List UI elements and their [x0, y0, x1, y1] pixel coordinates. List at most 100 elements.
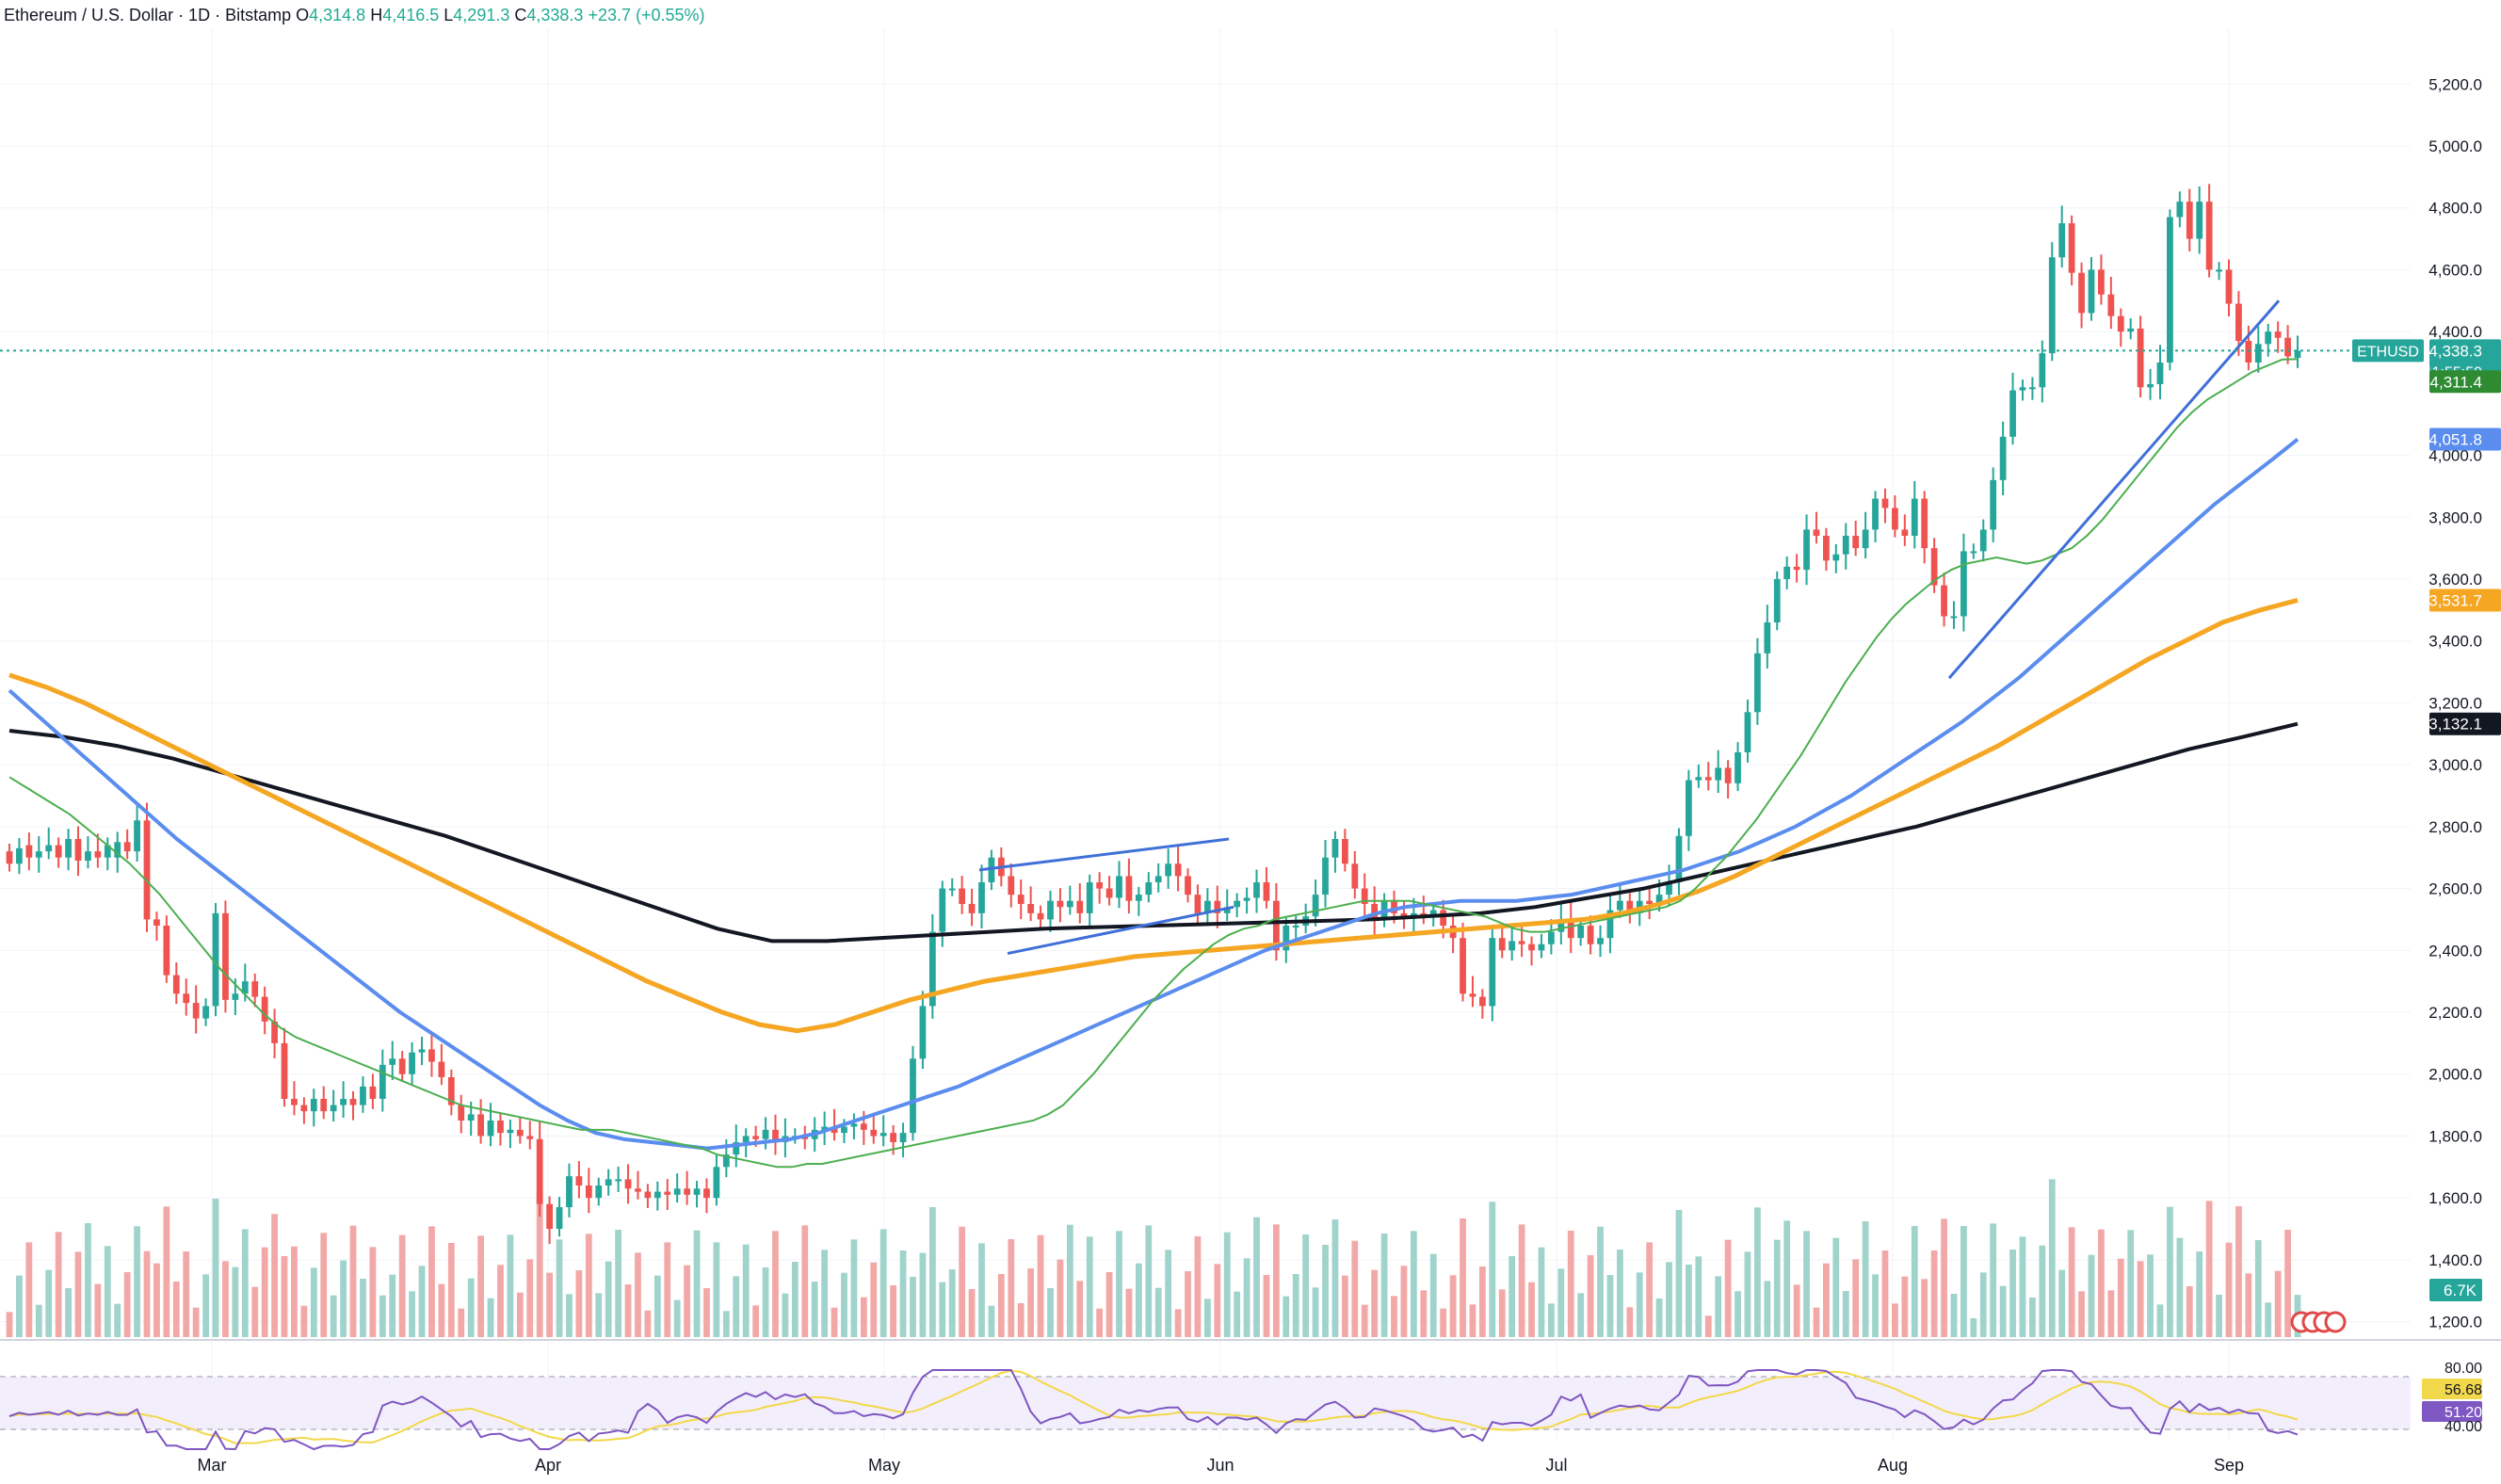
volume-bar: [1243, 1258, 1250, 1337]
candle-body: [860, 1123, 867, 1130]
volume-bar: [379, 1295, 386, 1337]
candle-body: [2265, 331, 2272, 345]
candle-body: [1292, 926, 1299, 928]
candle-body: [2235, 303, 2242, 341]
candle-body: [2127, 328, 2135, 332]
ma-20-line: [8, 358, 2299, 1169]
candle-body: [163, 926, 170, 976]
candle-body: [1881, 498, 1889, 508]
candle-body: [1960, 551, 1967, 617]
y-tick-label: 1,200.0: [2428, 1314, 2482, 1331]
volume-bar: [1135, 1263, 1142, 1337]
volume-bar: [330, 1295, 337, 1337]
volume-bar: [673, 1299, 681, 1337]
rsi-tag: [2422, 1401, 2482, 1422]
candle-body: [261, 996, 268, 1022]
price-tag: [2429, 370, 2501, 394]
candle-body: [2078, 272, 2085, 314]
volume-bar: [360, 1279, 366, 1337]
candle-body: [1341, 839, 1348, 864]
candle-body: [1440, 910, 1447, 926]
candle-body: [2039, 353, 2046, 388]
volume-bar: [713, 1242, 720, 1337]
volume-bar: [300, 1305, 308, 1337]
volume-bar: [104, 1246, 111, 1337]
candle-body: [1185, 876, 1191, 895]
volume-bar: [635, 1252, 641, 1337]
volume-bar: [1823, 1263, 1830, 1337]
ma-200-line: [8, 721, 2299, 944]
volume-bar: [1312, 1287, 1319, 1337]
volume-bar: [2029, 1298, 2036, 1337]
candle-body: [1509, 941, 1516, 951]
volume-bar: [123, 1272, 131, 1337]
volume-bar: [2117, 1258, 2124, 1337]
volume-bar: [398, 1234, 406, 1337]
candle-body: [1272, 900, 1280, 951]
volume-bar: [1852, 1259, 1860, 1337]
candle-body: [566, 1176, 573, 1207]
x-tick-label: Apr: [535, 1456, 561, 1475]
volume-bar: [418, 1266, 426, 1337]
x-tick-label: Aug: [1878, 1456, 1908, 1475]
volume-bar: [271, 1214, 278, 1337]
candle-body: [841, 1126, 847, 1134]
volume-bar: [1076, 1281, 1084, 1337]
volume-bar: [624, 1284, 632, 1337]
candle-body: [988, 857, 995, 882]
candle-body: [1783, 566, 1791, 579]
volume-bar: [1096, 1308, 1104, 1337]
volume-bar: [1008, 1239, 1015, 1337]
candle-body: [1970, 551, 1977, 554]
volume-bar: [202, 1274, 209, 1337]
volume-bar: [1646, 1242, 1654, 1337]
candle-body: [899, 1133, 907, 1142]
candle-body: [310, 1099, 317, 1112]
symbol-tag-label: ETHUSD: [2357, 344, 2419, 360]
volume-bar: [850, 1239, 858, 1337]
candle-body: [1686, 780, 1692, 836]
volume-bar: [507, 1234, 514, 1337]
volume-bar: [2078, 1291, 2085, 1337]
volume-bar: [1263, 1275, 1270, 1337]
volume-bar: [1547, 1303, 1555, 1337]
volume-tag: [2429, 1279, 2482, 1301]
candle-body: [1528, 944, 1535, 951]
price-tag: [2429, 712, 2501, 735]
volume-bar: [1832, 1237, 1840, 1337]
y-tick-label: 1,600.0: [2428, 1189, 2482, 1207]
candle-body: [693, 1188, 701, 1195]
volume-bar: [1655, 1298, 1663, 1337]
candle-body: [1331, 839, 1339, 858]
volume-bar: [1371, 1269, 1379, 1337]
volume-bar: [1686, 1265, 1692, 1337]
candle-body: [202, 1006, 209, 1019]
candle-body: [2196, 202, 2203, 239]
candle-body: [1666, 882, 1672, 895]
volume-bar: [1086, 1236, 1093, 1337]
candle-body: [1626, 900, 1634, 913]
volume-bar: [1440, 1308, 1447, 1337]
volume-bar: [959, 1226, 966, 1337]
ma-100-line: [8, 597, 2299, 1034]
volume-bar: [1037, 1234, 1044, 1337]
volume-bar: [369, 1247, 377, 1337]
candle-body: [673, 1188, 681, 1195]
volume-bar: [1154, 1287, 1162, 1337]
candle-body: [2176, 202, 2184, 218]
volume-bar: [1449, 1275, 1457, 1337]
volume-bar: [447, 1243, 455, 1337]
volume-bar: [2009, 1250, 2016, 1337]
volume-bar: [2265, 1302, 2272, 1337]
candle-body: [16, 847, 23, 864]
candle-body: [1391, 900, 1397, 913]
trendline: [978, 837, 1230, 872]
candle-body: [1460, 938, 1466, 994]
volume-bar: [1283, 1296, 1290, 1337]
y-tick-label: 3,000.0: [2428, 756, 2482, 774]
candle-body: [546, 1203, 553, 1229]
candle-body: [320, 1099, 328, 1112]
volume-bar: [595, 1293, 603, 1337]
candle-body: [1803, 529, 1810, 571]
